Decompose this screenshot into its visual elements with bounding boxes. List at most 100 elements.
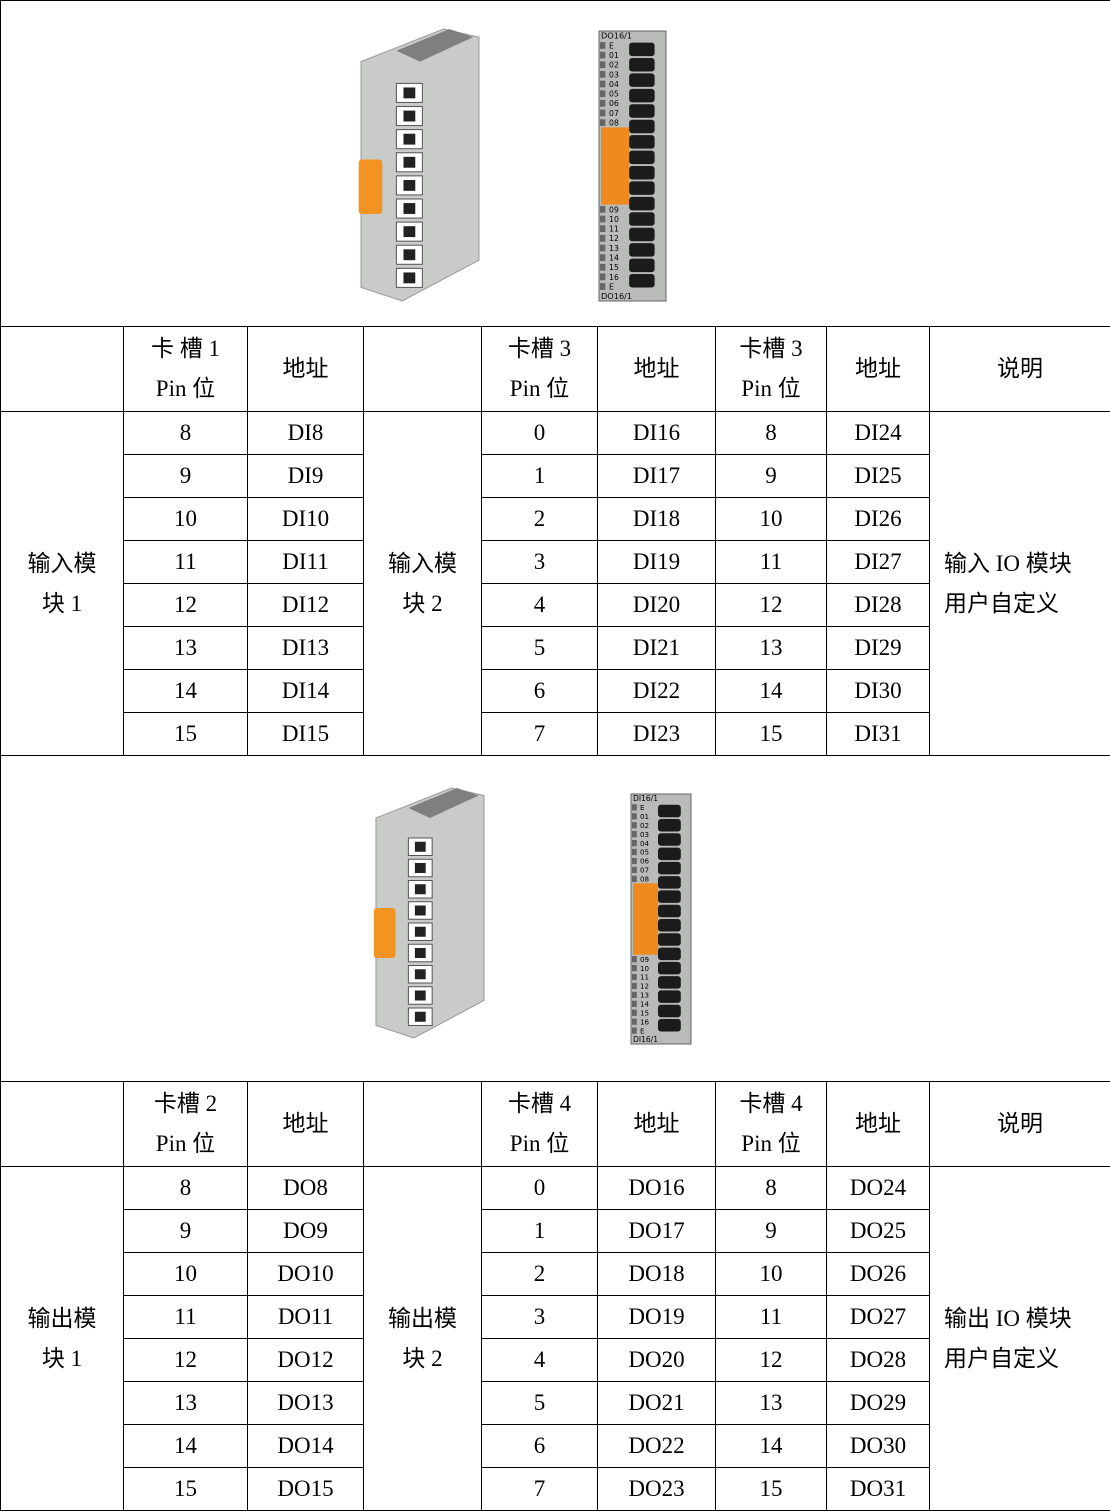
led — [600, 225, 605, 232]
socket — [629, 43, 654, 57]
socket — [658, 805, 681, 818]
cell-line: Pin 位 — [482, 369, 597, 409]
terminal-label: 06 — [609, 99, 619, 108]
cell-line: 块 1 — [1, 584, 123, 624]
led — [600, 61, 605, 68]
led — [632, 965, 637, 971]
module-label: DO16/1 — [601, 291, 632, 301]
terminal-hole — [415, 842, 426, 852]
module-images: DO16/1DO16/1E010203040506070809101112131… — [1, 1, 1109, 326]
socket — [629, 197, 654, 211]
cell-line: 用户自定义 — [944, 1339, 1110, 1379]
socket — [629, 135, 654, 149]
terminal-label: 09 — [609, 205, 619, 214]
led — [600, 274, 605, 281]
terminal-hole — [415, 991, 426, 1001]
header-cell: 地址 — [598, 1082, 716, 1167]
data-cell: DI17 — [598, 455, 716, 498]
data-cell: 3 — [482, 1296, 598, 1339]
data-cell: 9 — [716, 455, 827, 498]
module-label: DO16/1 — [601, 31, 632, 41]
led — [632, 992, 637, 998]
led — [632, 974, 637, 980]
data-cell: DO18 — [598, 1253, 716, 1296]
terminal-hole — [403, 134, 415, 145]
data-cell: DO24 — [827, 1167, 930, 1210]
data-cell: 13 — [716, 627, 827, 670]
module-label: DI16/1 — [633, 794, 658, 803]
terminal-hole — [415, 927, 426, 937]
data-cell: 9 — [124, 1210, 248, 1253]
led — [632, 876, 637, 882]
header-cell: 地址 — [248, 1082, 364, 1167]
note-cell: 输出 IO 模块用户自定义 — [930, 1167, 1110, 1511]
data-cell: 11 — [716, 1296, 827, 1339]
data-cell: DI26 — [827, 498, 930, 541]
terminal-label: 11 — [609, 225, 619, 234]
data-cell: DO28 — [827, 1339, 930, 1382]
led — [632, 1010, 637, 1016]
socket — [658, 876, 681, 888]
data-cell: 8 — [716, 1167, 827, 1210]
terminal-label: 10 — [609, 215, 619, 224]
data-cell: DI8 — [248, 412, 364, 455]
led — [632, 840, 637, 846]
data-cell: DO8 — [248, 1167, 364, 1210]
terminal-label: 15 — [609, 263, 619, 272]
terminal-label: 08 — [640, 875, 650, 884]
terminal-hole — [415, 863, 426, 873]
terminal-label: 15 — [640, 1008, 649, 1017]
data-cell: DI19 — [598, 541, 716, 584]
cell-line: Pin 位 — [716, 1124, 826, 1164]
data-cell: 2 — [482, 1253, 598, 1296]
data-cell: DI29 — [827, 627, 930, 670]
header-cell: 地址 — [827, 327, 930, 412]
socket — [629, 259, 654, 273]
led — [600, 235, 605, 242]
cell-line: 卡槽 2 — [124, 1084, 247, 1124]
data-cell: DI14 — [248, 670, 364, 713]
terminal-hole — [415, 969, 426, 979]
socket — [629, 228, 654, 242]
cell-line: Pin 位 — [124, 1124, 247, 1164]
terminal-label: 14 — [640, 1000, 650, 1009]
data-cell: 8 — [716, 412, 827, 455]
socket — [629, 274, 654, 288]
data-cell: 12 — [124, 1339, 248, 1382]
empty-cell — [1, 1082, 124, 1167]
data-cell: DI30 — [827, 670, 930, 713]
terminal-label: E — [609, 282, 614, 291]
led — [600, 264, 605, 271]
module-label: DI16/1 — [633, 1035, 658, 1044]
led — [600, 119, 605, 126]
led — [600, 100, 605, 107]
cell-line: 说明 — [930, 1104, 1110, 1144]
socket — [629, 166, 654, 180]
socket — [658, 862, 681, 875]
socket — [629, 104, 654, 118]
data-cell: DO11 — [248, 1296, 364, 1339]
data-cell: DI10 — [248, 498, 364, 541]
header-cell: 地址 — [598, 327, 716, 412]
data-cell: DO10 — [248, 1253, 364, 1296]
terminal-label: 02 — [640, 821, 649, 830]
data-cell: DO30 — [827, 1425, 930, 1468]
terminal-label: 03 — [640, 830, 649, 839]
led — [600, 254, 605, 261]
data-cell: 5 — [482, 1382, 598, 1425]
terminal-label: 16 — [640, 1017, 650, 1026]
cell-line: 地址 — [598, 349, 715, 389]
data-cell: DO26 — [827, 1253, 930, 1296]
socket — [658, 833, 681, 846]
terminal-hole — [403, 272, 415, 283]
data-cell: 4 — [482, 1339, 598, 1382]
data-cell: DI22 — [598, 670, 716, 713]
data-cell: DI12 — [248, 584, 364, 627]
socket — [658, 990, 681, 1003]
terminal-hole — [415, 1012, 426, 1022]
data-cell: DO20 — [598, 1339, 716, 1382]
